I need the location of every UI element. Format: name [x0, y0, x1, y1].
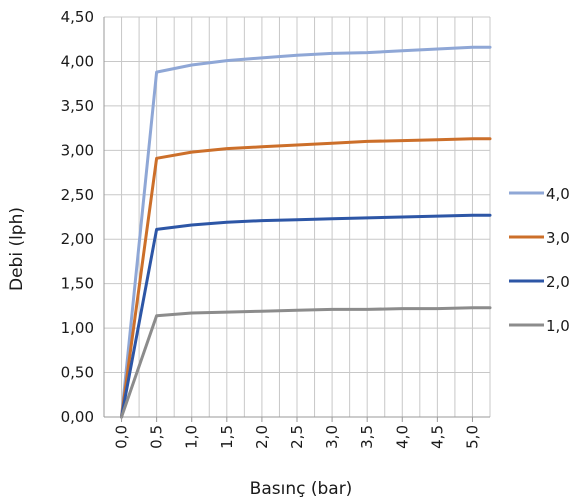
y-tick-label: 1,00 [61, 319, 94, 337]
y-tick-label: 4,00 [61, 52, 94, 70]
y-tick-label: 3,50 [61, 97, 94, 115]
y-axis-title: Debi (lph) [7, 207, 27, 291]
series-line [120, 306, 492, 419]
x-tick-label: 3,0 [323, 425, 341, 449]
x-tick-label: 5,0 [463, 425, 481, 449]
legend: 4,0 3,0 2,0 1,0 [509, 185, 570, 335]
x-tick-label: 0,5 [148, 425, 166, 449]
x-tick-label: 1,0 [183, 425, 201, 449]
legend-label: 2,0 [546, 273, 570, 291]
series-lines [120, 45, 492, 419]
series-line [120, 45, 492, 419]
y-tick-label: 1,50 [61, 275, 94, 293]
y-tick-label: 2,50 [61, 186, 94, 204]
legend-label: 3,0 [546, 229, 570, 247]
x-tick-label: 2,5 [288, 425, 306, 449]
y-tick-label: 0,50 [61, 364, 94, 382]
legend-label: 1,0 [546, 317, 570, 335]
y-tick-label: 4,50 [61, 8, 94, 26]
y-tick-label: 2,00 [61, 230, 94, 248]
y-tick-label: 3,00 [61, 141, 94, 159]
series-line [120, 137, 492, 419]
x-tick-label: 4,0 [393, 425, 411, 449]
x-tick-label: 2,0 [253, 425, 271, 449]
x-axis-ticks: 0,0 0,5 1,0 1,5 2,0 2,5 3,0 3,5 4,0 4,5 5,0 [113, 417, 481, 449]
x-axis-title: Basınç (bar) [250, 479, 353, 499]
y-axis-ticks: 0,00 0,50 1,00 1,50 2,00 2,50 3,00 3,50 4,00 4,50 [61, 8, 94, 426]
y-tick-label: 0,00 [61, 408, 94, 426]
x-tick-label: 0,0 [113, 425, 131, 449]
x-tick-label: 3,5 [358, 425, 376, 449]
x-tick-label: 1,5 [218, 425, 236, 449]
series-line [120, 213, 492, 419]
legend-label: 4,0 [546, 185, 570, 203]
x-tick-label: 4,5 [428, 425, 446, 449]
